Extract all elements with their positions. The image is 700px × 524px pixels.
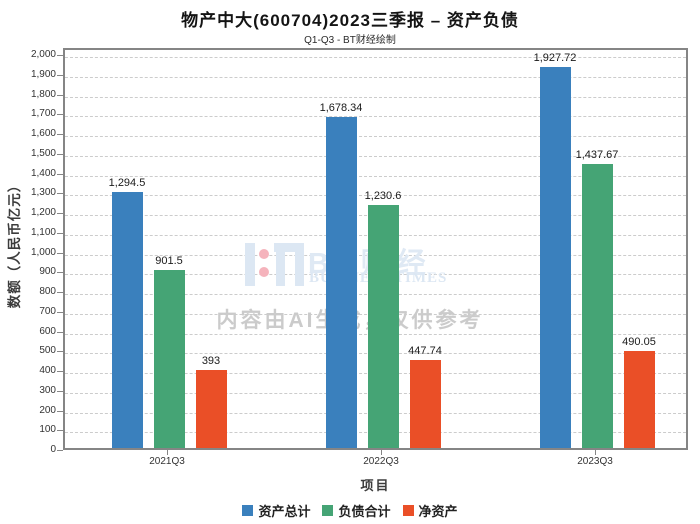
y-axis-tick [57,193,63,195]
y-axis-tick [57,173,63,175]
y-axis-tick [57,252,63,254]
y-axis-tick [57,232,63,234]
bar-1-1 [367,205,399,448]
y-axis-tick-label: 1,400 [30,167,56,179]
y-axis-tick-label: 1,500 [30,147,56,159]
x-axis-tick-label: 2023Q3 [577,456,613,467]
bar-0-1 [325,116,357,448]
gridline [65,116,686,118]
y-axis-tick-label: 400 [39,365,56,376]
bt-logo-dot [259,249,269,259]
y-axis-tick-label: 300 [39,384,56,396]
bt-logo-bar [245,243,255,286]
legend-item-0: 资产总计 [242,501,310,520]
y-axis-tick [57,371,63,372]
y-axis-tick [57,390,63,392]
y-axis-tick [57,311,63,313]
gridline [65,175,686,177]
y-axis-tick [57,331,63,333]
y-axis-tick-label: 800 [39,286,56,297]
bar-1-0 [153,270,185,448]
y-axis-tick-label: 1,100 [30,226,56,238]
y-axis-tick-label: 100 [39,424,56,436]
bt-logo-pi-icon [295,243,304,286]
bar-value-label: 447.74 [408,344,442,357]
bar-value-label: 901.5 [155,255,183,267]
y-axis-tick [57,153,63,155]
gridline [65,76,686,78]
y-axis-tick-label: 200 [39,404,56,416]
gridline [65,195,686,197]
legend-item-1: 负债合计 [322,501,391,520]
y-axis-tick-label: 600 [39,325,56,337]
y-axis-tick-label: 1,800 [30,88,56,100]
y-axis-tick [57,292,63,293]
y-axis-tick-label: 900 [39,266,56,278]
y-axis-tick [57,74,63,76]
bt-logo-pi-icon [276,243,285,286]
bt-logo-dot [259,267,269,277]
bar-2-1 [409,359,441,448]
y-axis-tick-label: 500 [39,345,56,357]
y-axis-tick [57,351,63,353]
bar-2-0 [195,370,227,448]
y-axis-tick [57,430,63,432]
x-axis-tick [595,450,596,455]
gridline [65,136,686,137]
bt-logo-pi-icon [274,243,304,252]
x-axis-tick [167,450,168,455]
y-axis-tick [57,213,63,214]
y-axis-tick [57,450,63,451]
x-axis-tick [381,450,382,455]
gridline [65,57,686,58]
bar-value-label: 393 [201,355,221,368]
bar-2-2 [623,351,655,448]
gridline [65,155,686,157]
y-axis-tick [57,272,63,274]
y-axis-tick-label: 1,600 [30,128,56,139]
gridline [65,96,686,98]
y-axis-tick-label: 1,300 [30,187,56,199]
y-axis-tick-label: 1,000 [30,246,56,258]
legend-swatch-icon [402,505,414,516]
y-axis-tick-label: 1,900 [30,68,56,80]
bar-value-label: 1,230.6 [364,190,402,202]
x-axis-title: 项目 [360,478,391,493]
legend: 资产总计 负债合计 净资产 [0,501,700,520]
bar-0-2 [539,67,571,448]
chart-subtitle: Q1-Q3 - BT财经绘制 [304,35,396,46]
legend-swatch-icon [242,505,254,516]
y-axis-tick-label: 700 [39,305,56,317]
y-axis-tick-label: 2,000 [30,49,56,60]
y-axis-tick [57,134,63,135]
bar-value-label: 1,294.5 [108,177,146,190]
x-axis-tick-label: 2021Q3 [149,456,185,467]
y-axis-tick-label: 0 [50,444,56,455]
y-axis-tick [57,94,63,96]
y-axis-tick-label: 1,700 [30,108,56,120]
bar-value-label: 1,927.72 [533,52,577,65]
y-axis-tick [57,114,63,116]
bar-value-label: 1,437.67 [575,149,619,162]
legend-label: 资产总计 [258,504,311,519]
plot-area: 1,294.5 901.5 393 1,678.34 1,230.6 447.74 1,92… [63,48,688,450]
legend-label: 净资产 [418,504,458,519]
x-axis-tick-label: 2022Q3 [363,456,399,467]
chart-title: 物产中大(600704)2023三季报 – 资产负债 [181,11,519,30]
legend-swatch-icon [322,505,334,516]
y-axis-tick [57,55,63,56]
y-axis-tick [57,410,63,412]
bar-value-label: 1,678.34 [319,101,363,114]
legend-item-2: 净资产 [402,501,458,520]
y-axis-tick-label: 1,200 [30,207,56,218]
bar-1-2 [581,164,613,448]
legend-label: 负债合计 [338,504,391,519]
bar-value-label: 490.05 [622,336,656,349]
bar-0-0 [111,192,143,448]
